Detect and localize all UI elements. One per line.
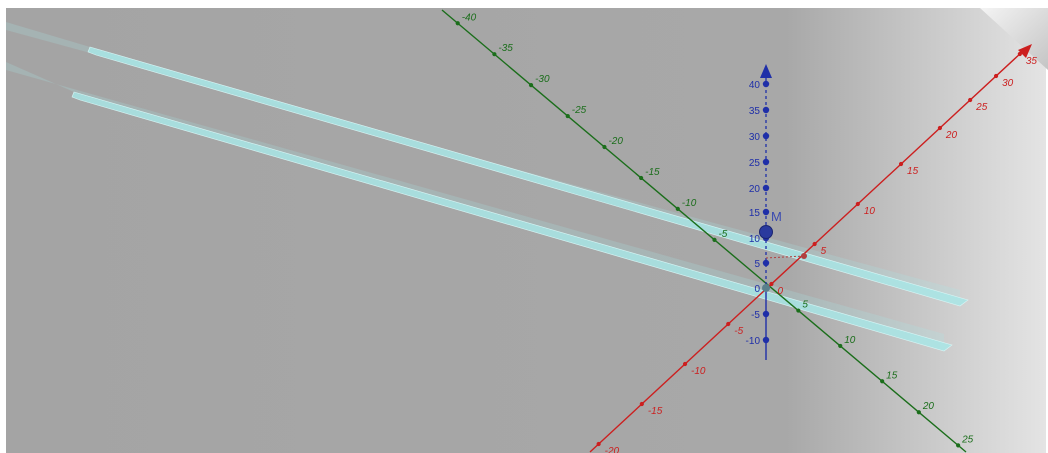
plane-shadow xyxy=(6,62,944,344)
axis-tick-label: -40 xyxy=(462,12,477,23)
axis-tick-mark xyxy=(916,410,921,415)
origin-point xyxy=(762,284,770,292)
axis-tick-mark xyxy=(762,336,770,344)
point-m-label: M xyxy=(771,209,782,224)
view-background xyxy=(6,8,1046,453)
points[interactable]: M xyxy=(759,209,808,292)
axis-tick-label: 25 xyxy=(975,102,988,113)
axis-tick-label: 20 xyxy=(749,184,761,195)
plane xyxy=(87,46,969,307)
axis-tick-label: -20 xyxy=(605,446,620,453)
axis-tick-mark xyxy=(769,281,774,287)
axis-tick-label: 15 xyxy=(749,208,761,219)
axis-tick-mark xyxy=(455,21,460,26)
axis-tick-mark xyxy=(762,158,770,166)
axis-tick-label: 40 xyxy=(749,80,761,91)
axis-tick-label: 10 xyxy=(864,206,876,217)
axis-tick-label: 20 xyxy=(922,401,935,412)
axis-tick-label: 25 xyxy=(749,158,761,169)
axis-tick-mark xyxy=(993,73,999,79)
z-axis-arrow xyxy=(760,64,772,78)
projection-point xyxy=(801,253,807,259)
axis-tick-mark xyxy=(762,184,770,192)
axis-x-arrow xyxy=(1018,44,1032,58)
axis-tick-mark xyxy=(956,443,961,448)
axis-tick-mark xyxy=(838,343,843,349)
axis-tick-label: -20 xyxy=(608,136,623,147)
axis-tick-label: -10 xyxy=(691,366,706,377)
axis-tick-label: -10 xyxy=(746,336,761,347)
axis-tick-label: 35 xyxy=(749,106,761,117)
view-corner-highlight xyxy=(980,8,1048,70)
axis-tick-mark xyxy=(762,310,770,318)
planes xyxy=(6,22,969,352)
axis-tick-label: 20 xyxy=(945,130,958,141)
axis-tick-label: -5 xyxy=(718,229,727,240)
point-m[interactable] xyxy=(759,225,773,239)
axis-tick-label: 5 xyxy=(802,300,808,311)
axis-tick-mark xyxy=(1017,51,1022,57)
axis-tick-mark xyxy=(639,175,644,181)
axis-tick-mark xyxy=(675,206,680,211)
axis-tick-mark xyxy=(762,259,770,267)
axis-tick-mark xyxy=(762,208,770,216)
axis-tick-label: -5 xyxy=(751,310,760,321)
axis-tick-label: 5 xyxy=(821,246,827,257)
axis-tick-label: -15 xyxy=(648,406,663,417)
axis-tick-mark xyxy=(682,361,688,367)
axis-tick-label: 10 xyxy=(749,234,761,245)
axis-tick-mark xyxy=(762,80,770,88)
axis-tick-label: -10 xyxy=(682,198,697,209)
axis-tick-label: -5 xyxy=(734,326,743,337)
axis-tick-mark xyxy=(602,144,607,150)
axis-tick-label: 25 xyxy=(961,434,974,445)
axis-tick-mark xyxy=(762,106,770,114)
axis-tick-label: 30 xyxy=(1002,78,1014,89)
axis-tick-label: 15 xyxy=(907,166,919,177)
axis-tick-label: 0 xyxy=(777,286,783,297)
axis-tick-mark xyxy=(937,125,943,131)
axis-tick-label: 15 xyxy=(886,370,898,381)
axis-tick-mark xyxy=(796,308,801,313)
axis-y-line xyxy=(441,9,967,453)
axis-tick-mark xyxy=(762,132,770,140)
axis-tick-mark xyxy=(726,321,731,327)
axis-tick-mark xyxy=(855,201,860,207)
axis-tick-label: 35 xyxy=(1026,56,1038,67)
axis-tick-label: -30 xyxy=(535,74,550,85)
axis-tick-mark xyxy=(712,237,717,242)
axis-tick-label: -15 xyxy=(645,167,660,178)
axis-tick-label: 5 xyxy=(754,259,760,270)
axis-tick-label: -35 xyxy=(498,43,513,54)
plane xyxy=(71,91,953,352)
axis-tick-mark xyxy=(812,241,817,247)
axis-tick-mark xyxy=(528,83,534,88)
axis-tick-label: 10 xyxy=(844,335,856,346)
axis-tick-label: 0 xyxy=(754,284,760,295)
axis-tick-mark xyxy=(565,113,570,119)
axis-x-line xyxy=(589,51,1023,453)
axis-tick-mark xyxy=(492,52,497,57)
axis-tick-mark xyxy=(880,379,885,384)
axis-tick-mark xyxy=(968,97,973,103)
axis-tick-mark xyxy=(898,161,904,167)
axis-tick-label: 30 xyxy=(749,132,761,143)
axis-tick-mark xyxy=(596,441,601,447)
axis-tick-mark xyxy=(639,401,644,407)
axis-tick-label: -25 xyxy=(572,105,587,116)
